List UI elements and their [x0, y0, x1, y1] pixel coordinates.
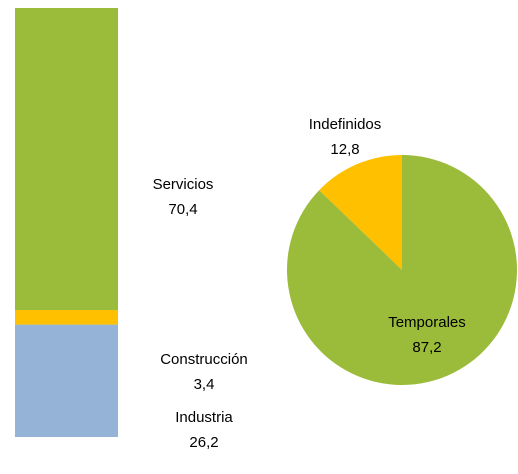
bar-segment [15, 310, 118, 325]
segment-value: 26,2 [189, 434, 218, 451]
segment-name: Industria [175, 409, 233, 426]
segment-name: Construcción [160, 351, 248, 368]
slice-value: 87,2 [412, 339, 441, 356]
bar-segment [15, 324, 118, 437]
segment-name: Servicios [153, 176, 214, 193]
pie-slice [287, 155, 517, 385]
slice-name: Temporales [388, 314, 466, 331]
slice-name: Indefinidos [309, 116, 382, 133]
pie-slice [319, 155, 402, 270]
segment-value: 70,4 [168, 201, 197, 218]
slice-value: 12,8 [330, 141, 359, 158]
segment-value: 3,4 [194, 376, 215, 393]
bar-segment [15, 8, 118, 311]
